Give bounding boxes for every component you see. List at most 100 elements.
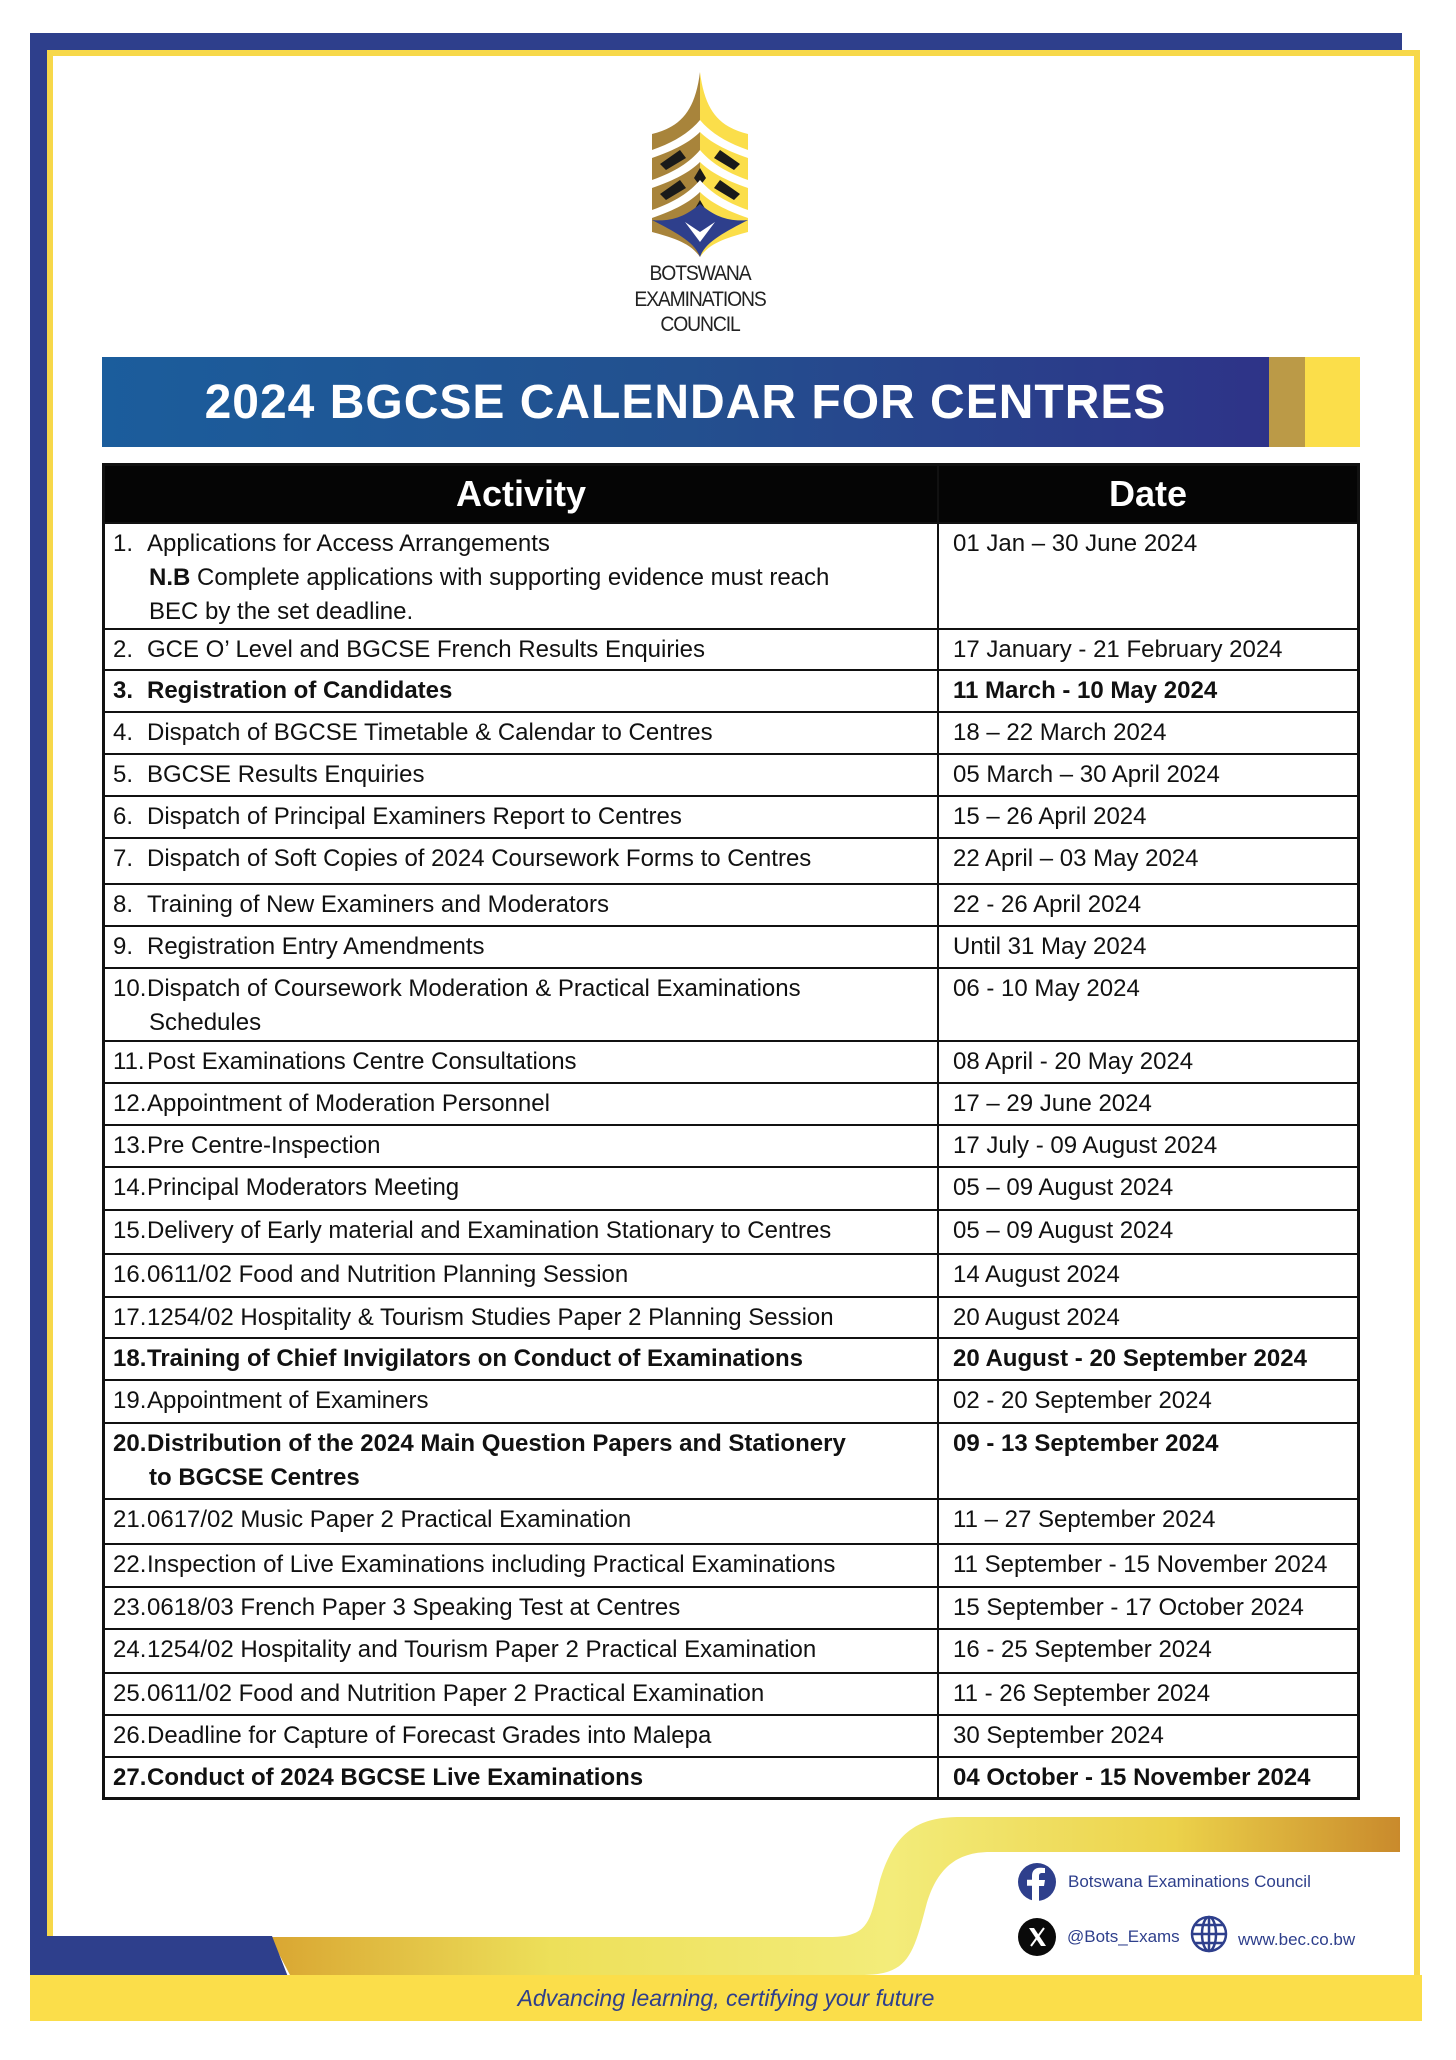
table-row: 8. Training of New Examiners and Moderato… [105, 883, 1357, 925]
row-number: 17. [113, 1304, 147, 1331]
row-number: 4. [113, 719, 134, 746]
title-banner: 2024 BGCSE CALENDAR FOR CENTRES [102, 357, 1269, 447]
activity-cell: 5. BGCSE Results Enquiries [105, 755, 939, 795]
row-number: 8. [113, 891, 134, 918]
row-number: 21. [113, 1506, 147, 1533]
facebook-link[interactable]: Botswana Examinations Council [1068, 1872, 1311, 1891]
table-row: 6. Dispatch of Principal Examiners Report… [105, 795, 1357, 837]
activity-cell: 24.1254/02 Hospitality and Tourism Paper… [105, 1630, 939, 1672]
footer-band [30, 1975, 1422, 2021]
org-name-line-1: BOTSWANA [649, 262, 751, 285]
date-cell: 30 September 2024 [953, 1722, 1164, 1749]
date-cell: 17 January - 21 February 2024 [953, 636, 1283, 663]
date-cell: 17 July - 09 August 2024 [953, 1132, 1218, 1159]
activity-cell: 22.Inspection of Live Examinations inclu… [105, 1545, 939, 1586]
activity-cell: 4. Dispatch of BGCSE Timetable & Calendar… [105, 713, 939, 753]
table-row: 4. Dispatch of BGCSE Timetable & Calendar… [105, 711, 1357, 753]
row-number: 12. [113, 1090, 147, 1117]
row-number: 6. [113, 803, 134, 830]
activity-text: Principal Moderators Meeting [147, 1174, 460, 1201]
activity-text: 0611/02 Food and Nutrition Planning Sess… [147, 1261, 629, 1288]
activity-text: Distribution of the 2024 Main Question P… [147, 1430, 846, 1457]
globe-icon[interactable] [1190, 1915, 1228, 1953]
row-number: 27. [113, 1764, 147, 1791]
table-row: 14.Principal Moderators Meeting 05 – 09 A… [105, 1166, 1357, 1209]
activity-text: Delivery of Early material and Examinati… [147, 1217, 832, 1244]
activity-cell: 20.Distribution of the 2024 Main Questio… [105, 1424, 939, 1498]
activity-cell: 13.Pre Centre-Inspection [105, 1126, 939, 1166]
org-name-line-3: COUNCIL [660, 313, 740, 336]
table-row: 3. Registration of Candidates 11 March - 1… [105, 669, 1357, 711]
activity-cell: 18.Training of Chief Invigilators on Con… [105, 1339, 939, 1379]
table-row: 7. Dispatch of Soft Copies of 2024 Course… [105, 837, 1357, 883]
activity-cell: 11. Post Examinations Centre Consultation… [105, 1042, 939, 1082]
activity-text: Post Examinations Centre Consultations [147, 1048, 577, 1075]
table-row: 11. Post Examinations Centre Consultation… [105, 1040, 1357, 1082]
activity-text: Conduct of 2024 BGCSE Live Examinations [147, 1764, 644, 1791]
row-number: 5. [113, 761, 134, 788]
website-link[interactable]: www.bec.co.bw [1238, 1930, 1356, 1949]
table-row: 23.0618/03 French Paper 3 Speaking Test … [105, 1586, 1357, 1628]
footer-swoosh [30, 1817, 1400, 1982]
table-row: 18.Training of Chief Invigilators on Con… [105, 1337, 1357, 1379]
activity-cell: 25.0611/02 Food and Nutrition Paper 2 Pr… [105, 1674, 939, 1714]
header-date: Date [1108, 473, 1188, 514]
header-activity: Activity [105, 466, 939, 522]
date-cell: 09 - 13 September 2024 [953, 1430, 1219, 1457]
date-cell: 11 - 26 September 2024 [953, 1680, 1211, 1707]
date-cell: 05 – 09 August 2024 [953, 1174, 1174, 1201]
row-number: 10. [113, 975, 147, 1002]
table-row: 22.Inspection of Live Examinations inclu… [105, 1543, 1357, 1586]
row-number: 18. [113, 1345, 147, 1372]
table-row: 25.0611/02 Food and Nutrition Paper 2 Pr… [105, 1672, 1357, 1714]
activity-cell: 9. Registration Entry Amendments [105, 927, 939, 967]
table-row: 17.1254/02 Hospitality & Tourism Studies… [105, 1296, 1357, 1337]
activity-text: 0617/02 Music Paper 2 Practical Examinat… [147, 1506, 632, 1533]
activity-text-continued: Schedules [149, 1009, 262, 1036]
date-cell: 08 April - 20 May 2024 [953, 1048, 1194, 1075]
table-row: 21.0617/02 Music Paper 2 Practical Exami… [105, 1498, 1357, 1543]
date-cell: 05 – 09 August 2024 [953, 1217, 1174, 1244]
table-row: 12.Appointment of Moderation Personnel 17… [105, 1082, 1357, 1124]
table-row: 26.Deadline for Capture of Forecast Grad… [105, 1714, 1357, 1756]
date-cell: 11 – 27 September 2024 [953, 1506, 1216, 1533]
row-number: 16. [113, 1261, 147, 1288]
activity-text: Training of New Examiners and Moderators [147, 891, 609, 918]
facebook-icon[interactable] [1018, 1863, 1056, 1901]
date-cell: 05 March – 30 April 2024 [953, 761, 1220, 788]
calendar-table: Activity Date 1. Applications for Access … [102, 463, 1360, 1800]
x-handle-link[interactable]: @Bots_Exams [1067, 1927, 1180, 1946]
date-cell: 06 - 10 May 2024 [953, 975, 1140, 1002]
table-row: 16.0611/02 Food and Nutrition Planning S… [105, 1253, 1357, 1296]
x-icon[interactable] [1018, 1918, 1056, 1956]
table-row: 5. BGCSE Results Enquiries 05 March – 30 A… [105, 753, 1357, 795]
table-row: 1. Applications for Access Arrangements N.… [105, 522, 1357, 628]
row-number: 3. [113, 677, 134, 704]
date-cell: 04 October - 15 November 2024 [953, 1764, 1311, 1791]
row-number: 15. [113, 1217, 147, 1244]
date-cell: 22 April – 03 May 2024 [953, 845, 1199, 872]
table-body: 1. Applications for Access Arrangements N.… [105, 522, 1357, 1797]
date-cell: 20 August 2024 [953, 1304, 1120, 1331]
activity-cell: 3. Registration of Candidates [105, 671, 939, 711]
table-row: 2. GCE O’ Level and BGCSE French Results … [105, 628, 1357, 669]
table-row: 9. Registration Entry Amendments Until 31 … [105, 925, 1357, 967]
activity-text: Applications for Access Arrangements [147, 530, 550, 557]
date-cell: 02 - 20 September 2024 [953, 1387, 1212, 1414]
table-row: 24.1254/02 Hospitality and Tourism Paper… [105, 1628, 1357, 1672]
row-number: 24. [113, 1636, 147, 1663]
activity-text: Inspection of Live Examinations includin… [147, 1551, 836, 1578]
activity-text: Pre Centre-Inspection [147, 1132, 381, 1159]
activity-text: Registration of Candidates [147, 677, 453, 704]
activity-text: Appointment of Examiners [147, 1387, 429, 1414]
page-title: 2024 BGCSE CALENDAR FOR CENTRES [204, 376, 1167, 429]
date-cell: Until 31 May 2024 [953, 933, 1147, 960]
bec-logo [652, 72, 748, 257]
activity-text: Deadline for Capture of Forecast Grades … [147, 1722, 712, 1749]
activity-text: Training of Chief Invigilators on Conduc… [147, 1345, 804, 1372]
row-number: 19. [113, 1387, 147, 1414]
activity-cell: 15.Delivery of Early material and Examin… [105, 1211, 939, 1253]
left-blue-band [30, 33, 47, 1983]
activity-text: Registration Entry Amendments [147, 933, 485, 960]
activity-text: GCE O’ Level and BGCSE French Results En… [147, 636, 706, 663]
